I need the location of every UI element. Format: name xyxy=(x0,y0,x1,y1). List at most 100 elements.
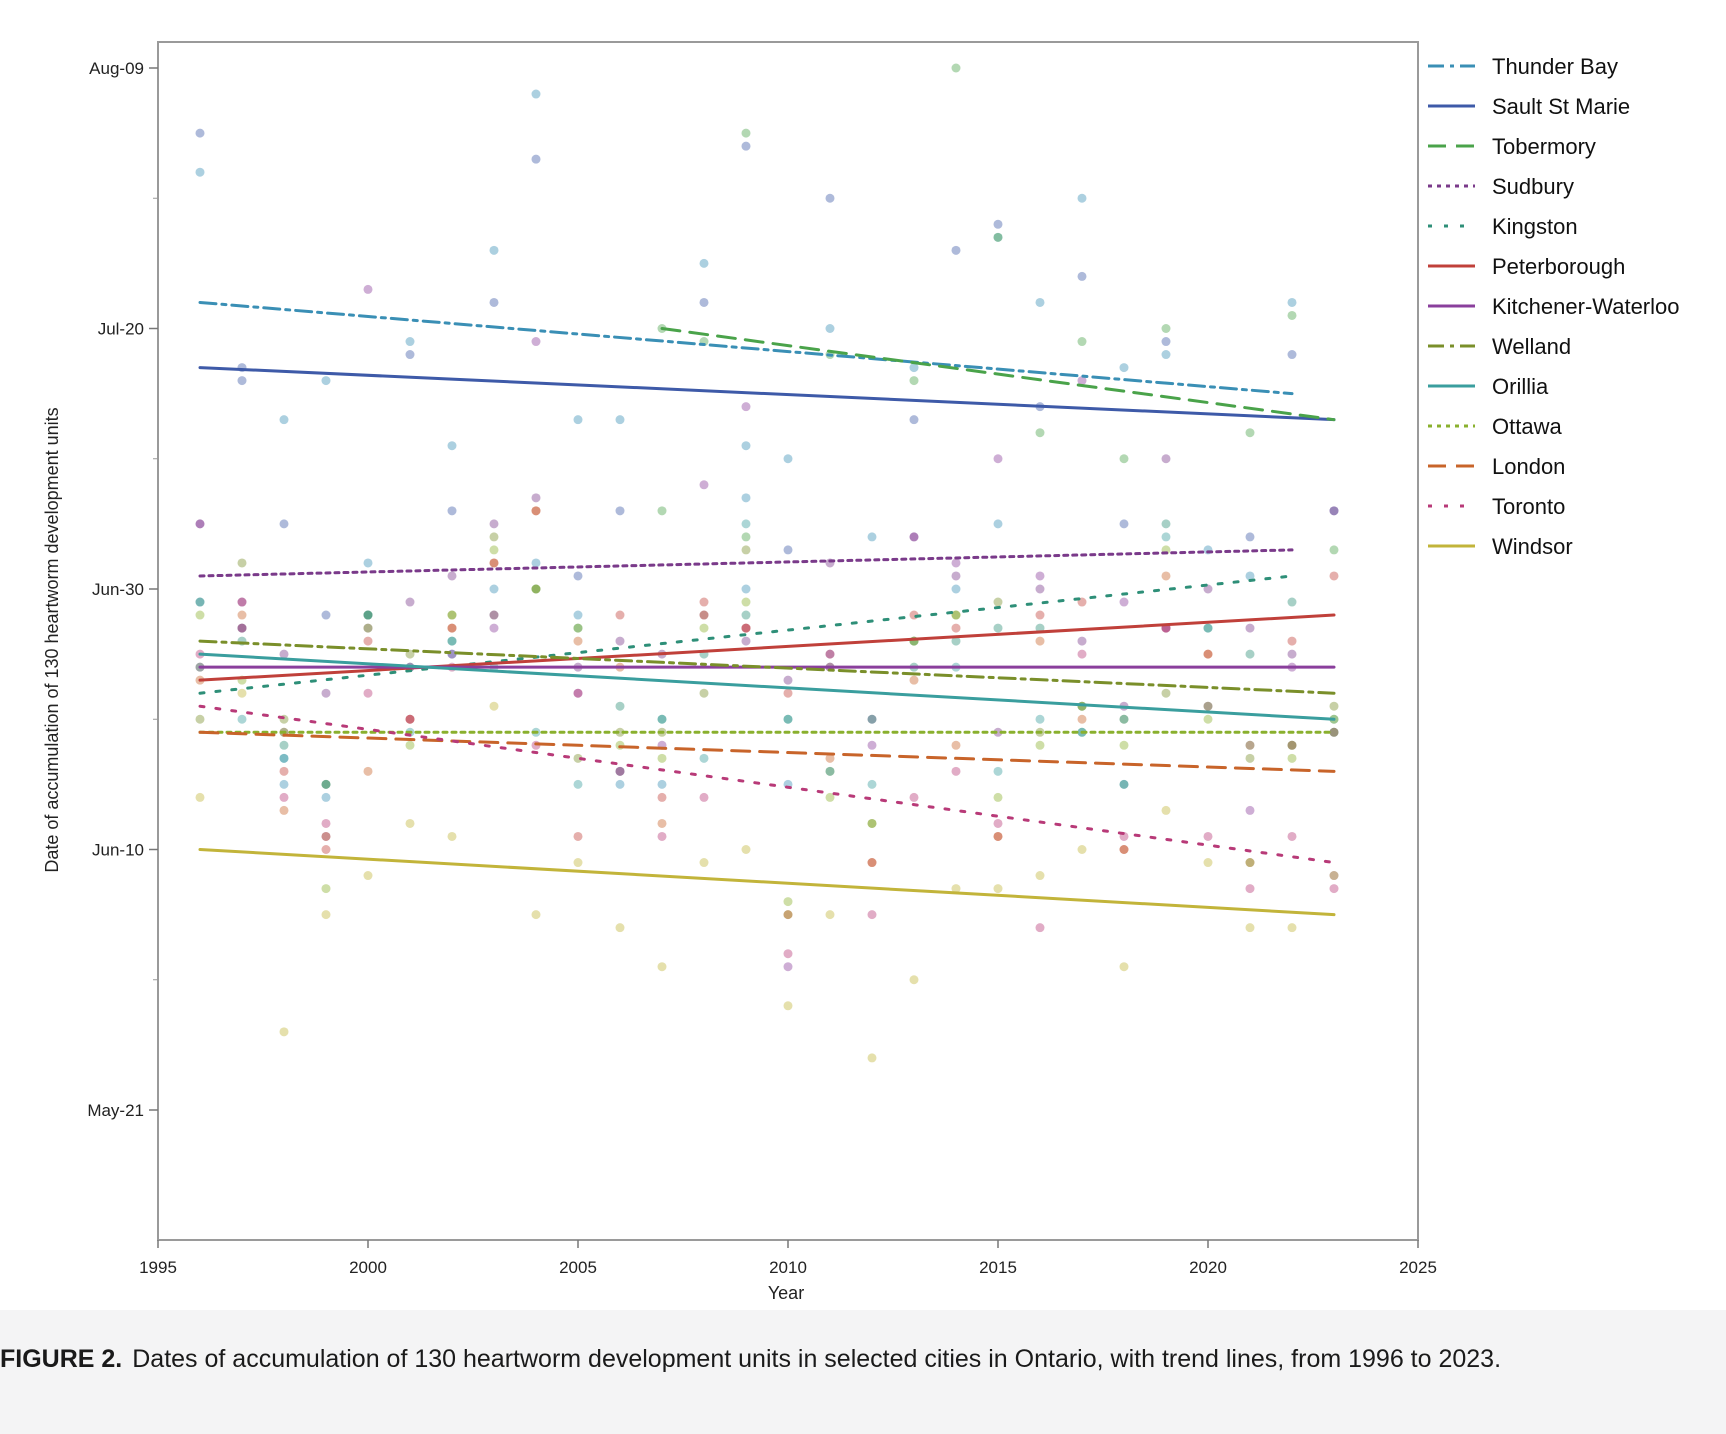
data-point xyxy=(1203,831,1213,841)
data-point xyxy=(531,506,541,516)
data-point xyxy=(993,766,1003,776)
data-point xyxy=(1329,727,1339,737)
data-point xyxy=(993,831,1003,841)
data-point xyxy=(1119,962,1129,972)
data-point xyxy=(615,610,625,620)
data-point xyxy=(741,845,751,854)
caption-text: Dates of accumulation of 130 heartworm d… xyxy=(132,1345,1502,1373)
data-point xyxy=(1245,805,1255,815)
data-point xyxy=(1161,324,1171,333)
legend-label: Toronto xyxy=(1492,494,1565,519)
data-point xyxy=(531,89,541,99)
data-point xyxy=(615,766,625,776)
data-point xyxy=(237,558,247,568)
data-point xyxy=(657,818,667,828)
data-point xyxy=(237,714,247,724)
data-point xyxy=(1287,753,1297,763)
data-point xyxy=(573,753,583,763)
data-point xyxy=(867,714,877,724)
data-point xyxy=(1245,923,1255,933)
data-point xyxy=(741,623,751,633)
data-point xyxy=(279,753,289,763)
data-point xyxy=(951,245,961,255)
data-point xyxy=(867,910,877,920)
data-point xyxy=(1287,350,1297,360)
data-point xyxy=(951,610,961,620)
data-point xyxy=(1245,532,1255,542)
data-point xyxy=(489,701,499,711)
data-point xyxy=(279,753,289,763)
data-point xyxy=(993,219,1003,229)
data-point xyxy=(783,688,793,698)
data-point xyxy=(363,623,373,633)
trend-line xyxy=(198,730,1336,773)
data-point xyxy=(1329,545,1339,555)
legend-label: Windsor xyxy=(1492,534,1573,559)
data-point xyxy=(363,623,373,633)
data-point xyxy=(951,636,961,646)
data-point xyxy=(321,779,331,789)
legend-label: Welland xyxy=(1492,334,1571,359)
data-point xyxy=(363,871,373,881)
data-point xyxy=(1119,519,1129,529)
data-point xyxy=(741,532,751,542)
data-point xyxy=(783,910,793,920)
data-point xyxy=(1077,714,1087,724)
data-point xyxy=(531,506,541,516)
data-point xyxy=(447,623,457,633)
data-point xyxy=(573,688,583,698)
x-tick-label: 2020 xyxy=(1189,1258,1227,1277)
data-point xyxy=(489,297,499,307)
data-point xyxy=(1119,779,1129,789)
y-tick-label: May-21 xyxy=(87,1101,144,1120)
data-point xyxy=(699,610,709,620)
data-point xyxy=(867,779,877,789)
data-point xyxy=(1329,506,1339,516)
data-point xyxy=(951,558,961,568)
trend-line xyxy=(198,613,1336,682)
data-point xyxy=(1035,923,1045,933)
data-point xyxy=(1287,831,1297,841)
data-point xyxy=(783,962,793,972)
data-point xyxy=(909,532,919,542)
data-point xyxy=(237,376,247,386)
data-point xyxy=(615,766,625,776)
data-point xyxy=(1203,701,1213,711)
legend-label: London xyxy=(1492,454,1565,479)
data-point xyxy=(447,441,457,451)
data-point xyxy=(699,480,709,490)
figure-panel: 1995 2000 2005 2010 2015 2020 2025 May-21 Jun-10… xyxy=(0,0,1726,1310)
data-point xyxy=(741,441,751,451)
data-point xyxy=(489,532,499,542)
data-point xyxy=(825,193,835,203)
data-point xyxy=(825,753,835,763)
data-point xyxy=(1077,271,1087,281)
data-point xyxy=(909,675,919,685)
data-point xyxy=(1329,871,1339,881)
data-point xyxy=(1245,740,1255,750)
data-point xyxy=(363,610,373,620)
legend-label: Tobermory xyxy=(1492,134,1596,159)
data-point xyxy=(867,714,877,724)
data-point xyxy=(699,858,709,868)
data-point xyxy=(615,923,625,933)
data-point xyxy=(741,636,751,646)
data-point xyxy=(195,128,205,138)
trend-line xyxy=(198,300,1294,396)
data-point xyxy=(489,558,499,568)
data-point xyxy=(321,779,331,789)
data-point xyxy=(867,858,877,868)
data-point xyxy=(321,779,331,789)
data-point xyxy=(363,610,373,620)
data-point xyxy=(195,714,205,724)
data-point xyxy=(1161,519,1171,529)
data-point xyxy=(699,623,709,633)
y-tick-label: Aug-09 xyxy=(89,59,144,78)
data-point xyxy=(447,610,457,620)
trend-line xyxy=(198,848,1336,917)
data-point xyxy=(993,597,1003,607)
data-point xyxy=(1245,858,1255,868)
data-point xyxy=(321,610,331,620)
data-point xyxy=(573,636,583,646)
data-point xyxy=(279,740,289,750)
